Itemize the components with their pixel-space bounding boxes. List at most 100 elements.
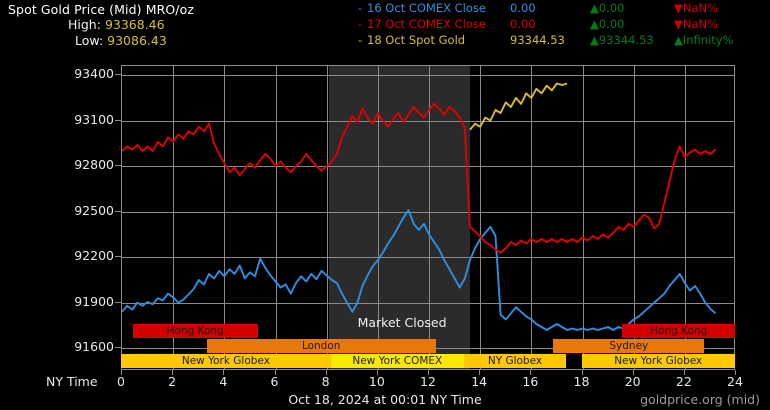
session-segment[interactable]: Sydney [553, 339, 705, 353]
low-value: 93086.43 [107, 33, 167, 48]
y-axis-tick [115, 256, 121, 257]
series-line [122, 102, 717, 254]
series-line [469, 82, 568, 131]
legend-dash: - [358, 33, 363, 47]
gridline-vertical [480, 66, 481, 369]
gridline-horizontal [122, 303, 734, 304]
gridline-vertical [378, 66, 379, 369]
x-axis-tick-label: 18 [573, 374, 590, 389]
x-axis-tick [582, 370, 583, 375]
x-axis-tick [633, 370, 634, 375]
gridline-vertical [276, 66, 277, 369]
y-axis-tick-label: 92800 [74, 157, 114, 173]
gridline-vertical [685, 66, 686, 369]
legend-series-name: 17 Oct COMEX Close [367, 17, 486, 31]
gridline-vertical [634, 66, 635, 369]
legend-row[interactable]: -18 Oct Spot Gold 93344.53 ▲93344.53 ▲Infin… [358, 33, 768, 49]
chart-plot-area: Market Closed [121, 65, 735, 370]
legend-series-name: 18 Oct Spot Gold [367, 33, 466, 47]
x-axis-tick-label: 4 [219, 374, 228, 389]
legend-percent-value: NaN% [682, 1, 719, 15]
market-session-bars: Hong Kong Hong Kong London Sydney New York G… [121, 324, 735, 370]
legend-percent: ▼NaN% [674, 17, 718, 31]
x-axis-tick [684, 370, 685, 375]
gridline-horizontal [122, 166, 734, 167]
gridline-vertical [327, 66, 328, 369]
session-row: London Sydney [121, 339, 735, 353]
x-axis-tick [735, 370, 736, 375]
legend-change-value: 93344.53 [598, 33, 654, 47]
legend-change: ▲93344.53 [590, 33, 654, 47]
session-segment[interactable]: Hong Kong [622, 324, 735, 338]
x-axis-tick-label: 0 [117, 374, 125, 389]
legend-percent-value: NaN% [682, 17, 719, 31]
x-axis-tick-label: 20 [624, 374, 641, 389]
y-axis-tick-label: 92200 [74, 248, 114, 264]
gridline-horizontal [122, 257, 734, 258]
gridline-horizontal [122, 75, 734, 76]
chart-legend: -16 Oct COMEX Close 0.00 ▲0.00 ▼NaN% -17 Oct… [358, 1, 768, 49]
y-axis-tick-label: 92500 [74, 202, 114, 218]
legend-percent: ▲Infinity% [674, 33, 734, 47]
legend-dash: - [358, 1, 363, 15]
x-axis-tick [172, 370, 173, 375]
gridline-vertical [583, 66, 584, 369]
session-segment[interactable]: New York COMEX [330, 354, 464, 368]
high-label: High: [68, 17, 101, 32]
gridline-vertical [224, 66, 225, 369]
y-axis-tick [115, 211, 121, 212]
triangle-up-icon: ▲ [590, 33, 599, 47]
triangle-up-icon: ▲ [674, 33, 683, 47]
x-axis-tick [275, 370, 276, 375]
y-axis-tick-label: 91900 [74, 293, 114, 309]
legend-row[interactable]: -16 Oct COMEX Close 0.00 ▲0.00 ▼NaN% [358, 1, 768, 17]
x-axis-tick [121, 370, 122, 375]
legend-change: ▲0.00 [590, 1, 624, 15]
high-value-row: High: 93368.46 [68, 17, 165, 32]
x-axis-tick-label: 6 [270, 374, 279, 389]
y-axis-tick [115, 120, 121, 121]
legend-value: 93344.53 [510, 33, 565, 47]
session-label: London [301, 340, 341, 352]
session-label: Sydney [609, 340, 649, 352]
gridline-vertical [531, 66, 532, 369]
x-axis-tick-label: 8 [321, 374, 330, 389]
session-segment[interactable]: New York Globex [121, 354, 331, 368]
x-axis-tick-label: 10 [368, 374, 385, 389]
y-axis-tick-label: 93100 [74, 111, 114, 127]
session-row: Hong Kong Hong Kong [121, 324, 735, 338]
session-segment[interactable]: New York Globex [581, 354, 735, 368]
low-value-row: Low: 93086.43 [75, 33, 167, 48]
gridline-vertical [173, 66, 174, 369]
x-axis-tick [530, 370, 531, 375]
x-axis-tick-label: 22 [675, 374, 692, 389]
legend-series-name: 16 Oct COMEX Close [367, 1, 486, 15]
legend-value: 0.00 [510, 17, 536, 31]
legend-percent-value: Infinity% [682, 33, 734, 47]
x-axis-tick [428, 370, 429, 375]
x-axis-tick-label: 12 [420, 374, 436, 389]
y-axis-tick [115, 302, 121, 303]
x-axis-tick [223, 370, 224, 375]
session-segment[interactable]: Hong Kong [132, 324, 258, 338]
session-segment[interactable]: London [206, 339, 436, 353]
session-label: Hong Kong [166, 325, 224, 337]
session-row: New York Globex New York COMEX NY Globex Ne… [121, 354, 735, 368]
legend-row[interactable]: -17 Oct COMEX Close 0.00 ▲0.00 ▼NaN% [358, 17, 768, 33]
legend-change-value: 0.00 [598, 17, 625, 31]
y-axis-tick-label: 91600 [74, 339, 114, 355]
legend-change: ▲0.00 [590, 17, 624, 31]
legend-change-value: 0.00 [598, 1, 625, 15]
low-label: Low: [75, 33, 104, 48]
legend-dash: - [358, 17, 363, 31]
session-label: New York COMEX [352, 355, 443, 367]
session-segment[interactable]: NY Globex [463, 354, 567, 368]
x-axis-tick-label: 24 [727, 374, 743, 389]
series-line [122, 209, 717, 331]
session-label: New York Globex [614, 355, 703, 367]
watermark: goldprice.org (mid) [640, 392, 760, 407]
x-axis-tick-label: 16 [522, 374, 539, 389]
x-axis-tick-label: 14 [471, 374, 488, 389]
triangle-up-icon: ▲ [590, 1, 599, 15]
gridline-horizontal [122, 121, 734, 122]
